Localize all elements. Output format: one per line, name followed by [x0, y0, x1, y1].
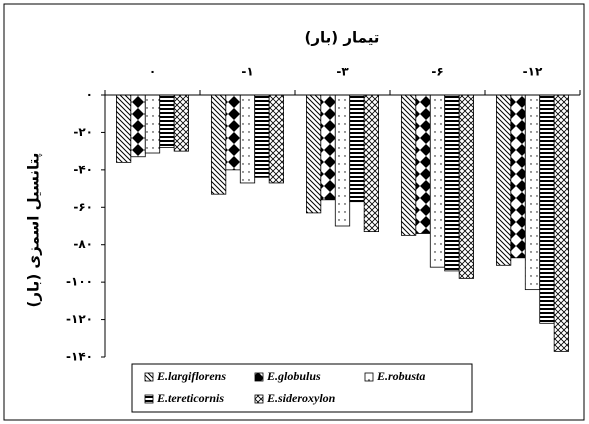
bar: [159, 94, 175, 148]
y-axis-label: پتانسیل اسمزی (بار): [25, 153, 44, 308]
legend-swatch: [254, 372, 264, 382]
bar: [539, 94, 555, 324]
chart-title: تیمار (بار): [305, 29, 380, 47]
legend-label: E.largiflorens: [156, 369, 226, 383]
legend-box: [131, 363, 473, 413]
bar: [334, 94, 351, 227]
y-tick-label: -۸۰: [73, 237, 93, 251]
bar: [305, 94, 322, 214]
bar: [495, 94, 512, 266]
bar: [239, 94, 256, 184]
bar: [130, 94, 146, 158]
y-tick-label: -۲۰: [73, 125, 93, 139]
bar: [225, 94, 241, 171]
y-tick-label: -۴۰: [73, 162, 93, 176]
bar: [524, 94, 541, 291]
y-tick-label: -۱۰۰: [66, 275, 93, 289]
x-tick-label: -۳: [336, 65, 349, 79]
legend-swatch: [144, 394, 154, 404]
bar: [349, 94, 365, 203]
x-tick-label: -۶: [431, 65, 443, 79]
bar: [254, 94, 270, 178]
x-tick-label: -۱: [241, 65, 253, 79]
bar: [553, 94, 569, 352]
bar: [510, 94, 526, 259]
legend-label: E.robusta: [376, 369, 425, 383]
bar: [363, 94, 380, 233]
y-tick-label: -۱۲۰: [66, 312, 93, 326]
bar: [268, 94, 285, 184]
legend-swatch: [144, 372, 154, 382]
y-tick-label: -۶۰: [73, 200, 93, 214]
x-tick-label: -۱۲: [523, 65, 543, 79]
bar: [144, 94, 161, 154]
bar: [415, 94, 431, 234]
legend-swatch: [254, 394, 264, 404]
bar: [116, 94, 132, 163]
legend-label: E.globulus: [266, 369, 321, 383]
bar: [444, 94, 460, 272]
bar: [173, 94, 190, 152]
legend-label: E.tereticornis: [156, 391, 224, 405]
legend-swatch: [364, 372, 374, 382]
bar: [210, 94, 227, 195]
x-tick-label: ۰: [149, 65, 156, 79]
legend-label: E.sideroxylon: [266, 391, 336, 405]
bar: [458, 94, 475, 279]
bar: [400, 94, 417, 236]
bar: [429, 94, 446, 268]
bar: [320, 94, 336, 201]
y-tick-label: ۰: [86, 88, 93, 102]
y-tick-label: -۱۴۰: [66, 350, 93, 364]
frame: [3, 3, 585, 421]
